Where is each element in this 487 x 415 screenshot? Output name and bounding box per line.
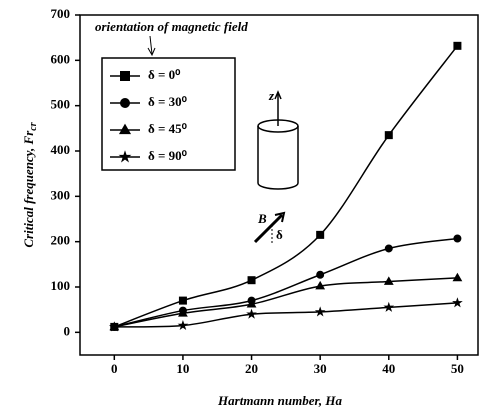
marker <box>108 321 120 332</box>
marker <box>384 244 393 253</box>
y-tick-label: 400 <box>51 142 71 157</box>
x-tick-label: 0 <box>111 361 118 376</box>
diagram-label: z <box>268 88 275 103</box>
cylinder <box>257 90 299 190</box>
legend-label: δ = 45⁰ <box>148 121 188 136</box>
marker <box>316 230 325 239</box>
series-line <box>114 237 458 328</box>
legend-marker <box>118 123 132 135</box>
legend-box <box>101 57 236 171</box>
marker <box>178 296 187 305</box>
legend-label: δ = 30⁰ <box>148 94 188 109</box>
field-arrow <box>253 211 286 244</box>
marker <box>383 276 394 285</box>
marker <box>314 306 326 317</box>
y-tick-label: 0 <box>64 323 71 338</box>
series-line <box>114 45 459 328</box>
x-tick-label: 40 <box>382 361 395 376</box>
marker <box>453 41 462 50</box>
y-axis-label-sub: cr <box>28 122 39 130</box>
x-tick-label: 50 <box>451 361 464 376</box>
marker <box>315 280 326 290</box>
marker <box>452 272 463 282</box>
diagram-label: δ <box>276 227 283 242</box>
x-tick-label: 10 <box>176 361 189 376</box>
x-tick-label: 30 <box>314 361 327 376</box>
marker <box>246 308 257 319</box>
y-axis-label-main: Critical frequency, Fr <box>21 130 36 248</box>
marker <box>384 131 393 140</box>
y-tick-label: 500 <box>51 97 71 112</box>
marker <box>246 299 257 308</box>
series-line <box>114 277 458 328</box>
marker <box>453 234 462 243</box>
y-tick-label: 300 <box>51 187 71 202</box>
marker <box>178 308 188 317</box>
marker <box>247 276 256 285</box>
marker <box>177 319 189 331</box>
legend-marker <box>120 98 130 108</box>
legend-marker <box>120 71 130 81</box>
annotation: orientation of magnetic field <box>95 19 248 34</box>
legend-label: δ = 0⁰ <box>148 67 181 82</box>
marker <box>452 297 463 308</box>
annotation-arrow-head <box>147 47 156 57</box>
y-tick-label: 200 <box>51 233 71 248</box>
x-tick-label: 20 <box>245 361 258 376</box>
y-tick-label: 600 <box>51 51 71 66</box>
y-axis-label: Critical frequency, Frcr <box>21 122 39 247</box>
y-tick-label: 700 <box>51 6 71 21</box>
legend-marker <box>118 150 132 163</box>
marker <box>383 301 395 312</box>
series-line <box>114 302 458 328</box>
annotation-arrow <box>149 35 153 55</box>
plot-frame <box>79 14 479 356</box>
x-axis-label: Hartmann number, Ha <box>217 393 342 408</box>
marker <box>316 270 325 279</box>
diagram-label: B <box>257 211 267 226</box>
y-tick-label: 100 <box>51 278 71 293</box>
legend-label: δ = 90⁰ <box>148 148 188 163</box>
